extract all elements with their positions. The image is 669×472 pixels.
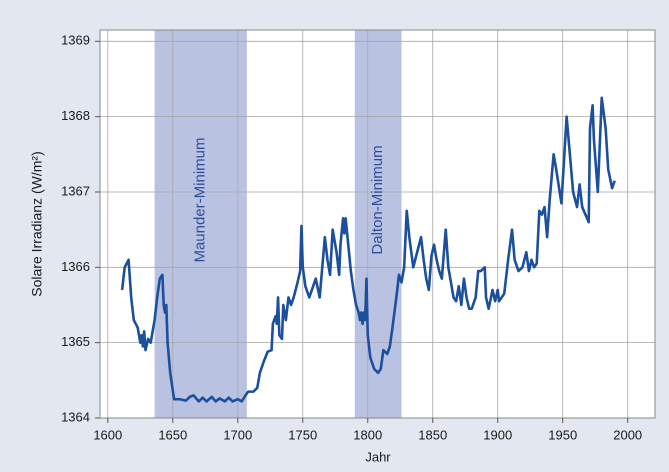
band bbox=[154, 30, 247, 418]
x-tick-label: 1700 bbox=[223, 427, 252, 442]
y-tick-label: 1368 bbox=[61, 108, 90, 123]
y-tick-label: 1366 bbox=[61, 259, 90, 274]
y-tick-label: 1365 bbox=[61, 334, 90, 349]
x-tick-label: 1850 bbox=[418, 427, 447, 442]
y-axis-label: Solare Irradianz (W/m²) bbox=[29, 151, 45, 296]
x-tick-label: 1750 bbox=[288, 427, 317, 442]
data-line bbox=[120, 96, 616, 403]
y-tick-label: 1369 bbox=[61, 33, 90, 48]
x-tick-label: 1800 bbox=[353, 427, 382, 442]
band-label: Maunder-Minimum bbox=[192, 137, 209, 262]
x-tick-label: 1950 bbox=[548, 427, 577, 442]
band-label: Dalton-Minimum bbox=[369, 145, 386, 254]
band bbox=[354, 30, 402, 418]
x-tick-label: 2000 bbox=[613, 427, 642, 442]
y-tick-label: 1364 bbox=[61, 409, 90, 424]
x-axis-label: Jahr bbox=[365, 449, 391, 464]
y-tick-label: 1367 bbox=[61, 183, 90, 198]
plot-border bbox=[99, 29, 656, 419]
x-tick-label: 1650 bbox=[158, 427, 187, 442]
x-tick-label: 1900 bbox=[483, 427, 512, 442]
x-tick-label: 1600 bbox=[93, 427, 122, 442]
